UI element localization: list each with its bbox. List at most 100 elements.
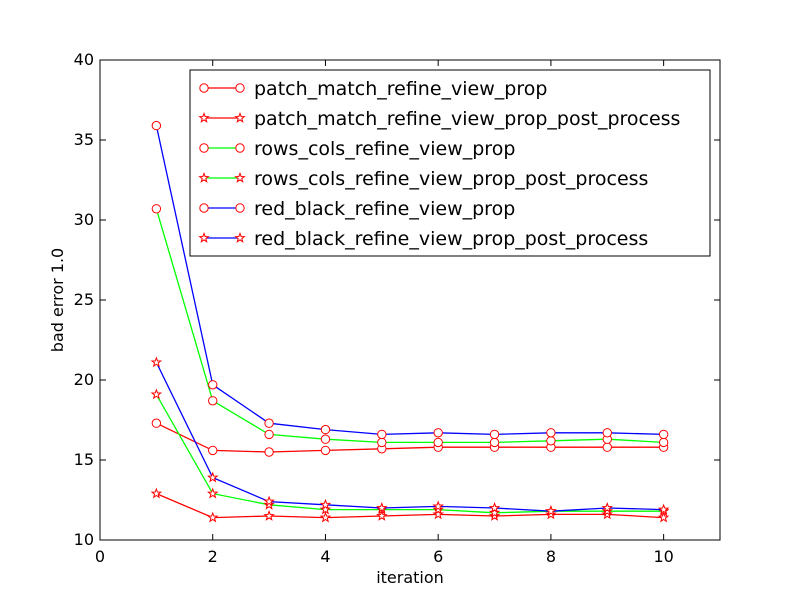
legend-marker — [199, 203, 209, 213]
y-tick-label: 15 — [74, 450, 94, 469]
legend-marker — [198, 111, 210, 123]
data-point — [208, 445, 218, 456]
data-point — [433, 437, 443, 448]
series-line — [155, 362, 664, 512]
data-point — [208, 396, 218, 406]
y-tick-label: 40 — [74, 50, 94, 69]
data-point — [320, 445, 331, 456]
data-point — [151, 204, 162, 214]
legend-marker — [198, 231, 210, 243]
data-point — [546, 428, 556, 438]
legend-label: red_black_refine_view_prop_post_process — [254, 228, 648, 250]
series-line — [156, 422, 664, 453]
legend-label: rows_cols_refine_view_prop_post_process — [254, 168, 648, 190]
data-point — [658, 429, 669, 440]
plot-frame — [99, 59, 721, 541]
data-point — [263, 498, 275, 510]
y-tick-label: 10 — [74, 530, 94, 549]
data-point — [376, 509, 388, 521]
legend-marker — [199, 83, 209, 93]
series-line — [155, 208, 664, 444]
series-red_black_refine_view_prop — [151, 120, 669, 440]
legend: patch_match_refine_view_prop patch_match_… — [189, 69, 711, 257]
y-tick-label: 25 — [74, 290, 94, 309]
data-point — [264, 447, 274, 457]
legend-marker — [235, 83, 245, 93]
data-point — [263, 495, 275, 507]
data-point — [264, 418, 274, 428]
data-point — [489, 429, 500, 440]
y-axis-label: bad error 1.0 — [48, 248, 67, 352]
data-point — [602, 442, 612, 452]
data-point — [432, 508, 444, 520]
data-point — [601, 508, 614, 520]
series-line — [156, 493, 664, 519]
data-point — [264, 429, 274, 440]
data-point — [151, 418, 162, 428]
legend-item: rows_cols_refine_view_prop — [199, 138, 515, 160]
data-point — [602, 428, 612, 438]
legend-box — [189, 69, 711, 257]
data-point — [377, 437, 387, 448]
series-rows_cols_refine_view_prop_post_process — [150, 388, 670, 518]
legend-marker — [234, 111, 246, 123]
data-point — [208, 380, 218, 390]
data-point — [488, 501, 501, 513]
legend-marker — [235, 203, 245, 213]
x-tick-label: 8 — [546, 547, 556, 566]
data-point — [545, 505, 557, 517]
data-point — [206, 471, 219, 483]
series-patch_match_refine_view_prop_post_process — [150, 487, 670, 523]
x-tick-label: 6 — [433, 547, 443, 566]
legend-marker — [235, 143, 245, 153]
y-tick-label: 30 — [74, 210, 94, 229]
series-layer — [150, 120, 670, 523]
legend-item: red_black_refine_view_prop — [199, 198, 515, 220]
data-point — [488, 506, 501, 518]
series-line — [155, 125, 664, 436]
y-tick-label: 35 — [74, 130, 94, 149]
data-point — [489, 437, 500, 448]
data-point — [150, 388, 163, 400]
series-red_black_refine_view_prop_post_process — [150, 356, 670, 517]
series-line — [155, 394, 664, 514]
data-point — [206, 487, 219, 499]
data-point — [206, 511, 219, 523]
legend-item: patch_match_refine_view_prop — [199, 78, 547, 100]
x-tick-label: 4 — [320, 547, 330, 566]
data-point — [657, 511, 670, 523]
series-rows_cols_refine_view_prop — [151, 204, 669, 448]
data-point — [658, 437, 669, 448]
data-point — [432, 503, 444, 515]
data-point — [151, 120, 162, 131]
data-point — [545, 508, 557, 520]
legend-marker — [198, 171, 210, 183]
data-point — [263, 509, 275, 521]
data-point — [320, 424, 331, 435]
legend-label: red_black_refine_view_prop — [254, 198, 515, 220]
x-tick-label: 10 — [653, 547, 673, 566]
data-point — [320, 434, 331, 444]
x-tick-label: 0 — [95, 547, 105, 566]
legend-marker — [234, 231, 246, 243]
legend-label: patch_match_refine_view_prop — [254, 78, 547, 100]
data-point — [376, 501, 388, 513]
series-patch_match_refine_view_prop — [151, 418, 669, 457]
x-axis-label: iteration — [376, 568, 444, 587]
data-point — [319, 498, 332, 510]
data-point — [377, 429, 387, 440]
data-point — [150, 487, 163, 499]
legend-item: red_black_refine_view_prop_post_process — [198, 228, 648, 250]
legend-marker — [199, 143, 209, 153]
data-point — [319, 511, 332, 523]
data-point — [150, 356, 163, 368]
data-point — [433, 428, 443, 438]
legend-item: rows_cols_refine_view_prop_post_process — [198, 168, 648, 190]
data-point — [601, 501, 614, 513]
x-tick-label: 2 — [208, 547, 218, 566]
y-tick-label: 20 — [74, 370, 94, 389]
data-point — [546, 436, 556, 446]
data-point — [601, 505, 614, 517]
